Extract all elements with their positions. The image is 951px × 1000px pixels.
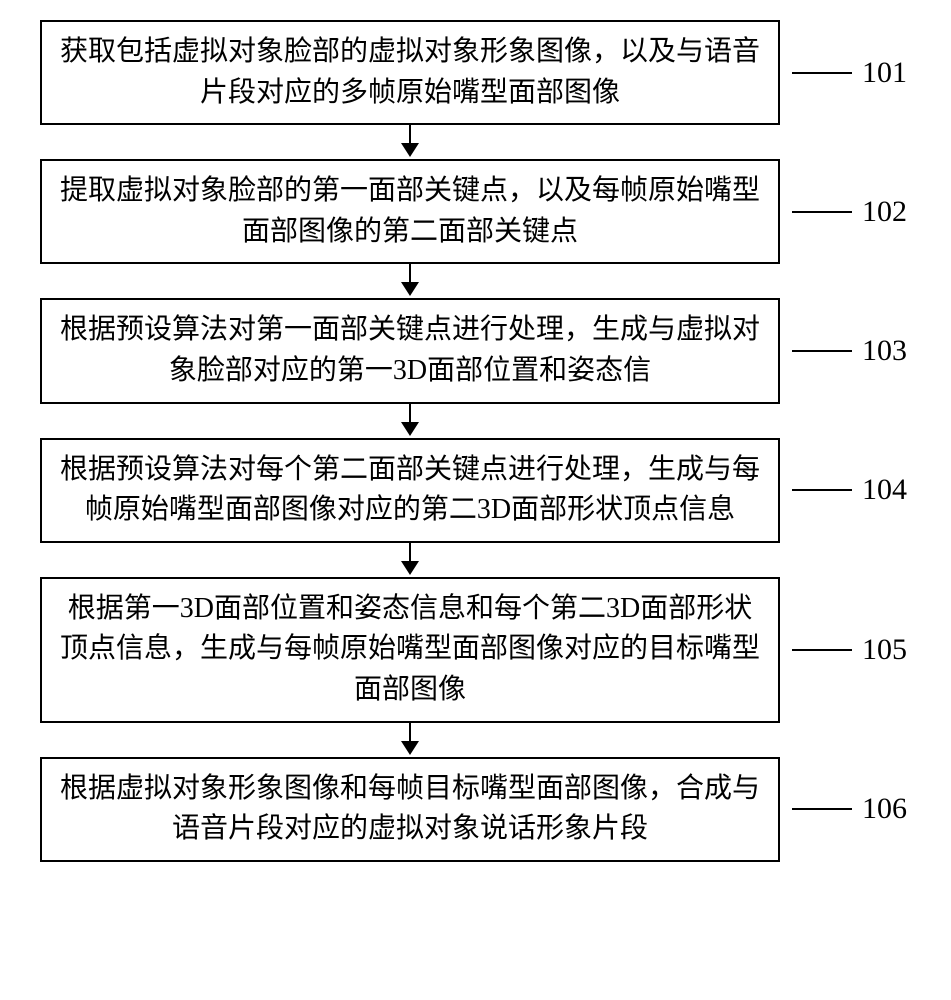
label-connector [792, 350, 852, 352]
flow-node: 根据预设算法对第一面部关键点进行处理，生成与虚拟对象脸部对应的第一3D面部位置和… [40, 298, 910, 403]
flow-node: 根据预设算法对每个第二面部关键点进行处理，生成与每帧原始嘴型面部图像对应的第二3… [40, 438, 910, 543]
step-text: 提取虚拟对象脸部的第一面部关键点，以及每帧原始嘴型面部图像的第二面部关键点 [60, 175, 760, 247]
step-box-103: 根据预设算法对第一面部关键点进行处理，生成与虚拟对象脸部对应的第一3D面部位置和… [40, 298, 780, 403]
step-text: 根据第一3D面部位置和姿态信息和每个第二3D面部形状顶点信息，生成与每帧原始嘴型… [60, 593, 760, 705]
step-id-106: 106 [862, 792, 907, 826]
step-id-104: 104 [862, 473, 907, 507]
flow-node: 获取包括虚拟对象脸部的虚拟对象形象图像，以及与语音片段对应的多帧原始嘴型面部图像… [40, 20, 910, 125]
flow-node: 根据第一3D面部位置和姿态信息和每个第二3D面部形状顶点信息，生成与每帧原始嘴型… [40, 577, 910, 723]
step-label-wrap: 101 [792, 56, 907, 90]
step-text: 根据虚拟对象形象图像和每帧目标嘴型面部图像，合成与语音片段对应的虚拟对象说话形象… [60, 773, 760, 845]
step-box-101: 获取包括虚拟对象脸部的虚拟对象形象图像，以及与语音片段对应的多帧原始嘴型面部图像 [40, 20, 780, 125]
arrow-down-icon [401, 125, 419, 159]
label-connector [792, 211, 852, 213]
step-box-105: 根据第一3D面部位置和姿态信息和每个第二3D面部形状顶点信息，生成与每帧原始嘴型… [40, 577, 780, 723]
step-id-102: 102 [862, 195, 907, 229]
step-box-106: 根据虚拟对象形象图像和每帧目标嘴型面部图像，合成与语音片段对应的虚拟对象说话形象… [40, 757, 780, 862]
step-label-wrap: 104 [792, 473, 907, 507]
step-id-103: 103 [862, 334, 907, 368]
label-connector [792, 808, 852, 810]
step-box-102: 提取虚拟对象脸部的第一面部关键点，以及每帧原始嘴型面部图像的第二面部关键点 [40, 159, 780, 264]
arrow-down-icon [401, 723, 419, 757]
label-connector [792, 489, 852, 491]
step-id-105: 105 [862, 633, 907, 667]
step-text: 获取包括虚拟对象脸部的虚拟对象形象图像，以及与语音片段对应的多帧原始嘴型面部图像 [60, 36, 760, 108]
flowchart-canvas: 获取包括虚拟对象脸部的虚拟对象形象图像，以及与语音片段对应的多帧原始嘴型面部图像… [0, 0, 951, 1000]
flowchart: 获取包括虚拟对象脸部的虚拟对象形象图像，以及与语音片段对应的多帧原始嘴型面部图像… [40, 20, 910, 862]
step-label-wrap: 106 [792, 792, 907, 826]
step-box-104: 根据预设算法对每个第二面部关键点进行处理，生成与每帧原始嘴型面部图像对应的第二3… [40, 438, 780, 543]
arrow-down-icon [401, 264, 419, 298]
arrow-down-icon [401, 404, 419, 438]
step-id-101: 101 [862, 56, 907, 90]
arrow-down-icon [401, 543, 419, 577]
step-label-wrap: 103 [792, 334, 907, 368]
flow-node: 根据虚拟对象形象图像和每帧目标嘴型面部图像，合成与语音片段对应的虚拟对象说话形象… [40, 757, 910, 862]
label-connector [792, 72, 852, 74]
label-connector [792, 649, 852, 651]
step-label-wrap: 102 [792, 195, 907, 229]
step-text: 根据预设算法对每个第二面部关键点进行处理，生成与每帧原始嘴型面部图像对应的第二3… [60, 454, 760, 526]
flow-node: 提取虚拟对象脸部的第一面部关键点，以及每帧原始嘴型面部图像的第二面部关键点 10… [40, 159, 910, 264]
step-label-wrap: 105 [792, 633, 907, 667]
step-text: 根据预设算法对第一面部关键点进行处理，生成与虚拟对象脸部对应的第一3D面部位置和… [60, 314, 760, 386]
